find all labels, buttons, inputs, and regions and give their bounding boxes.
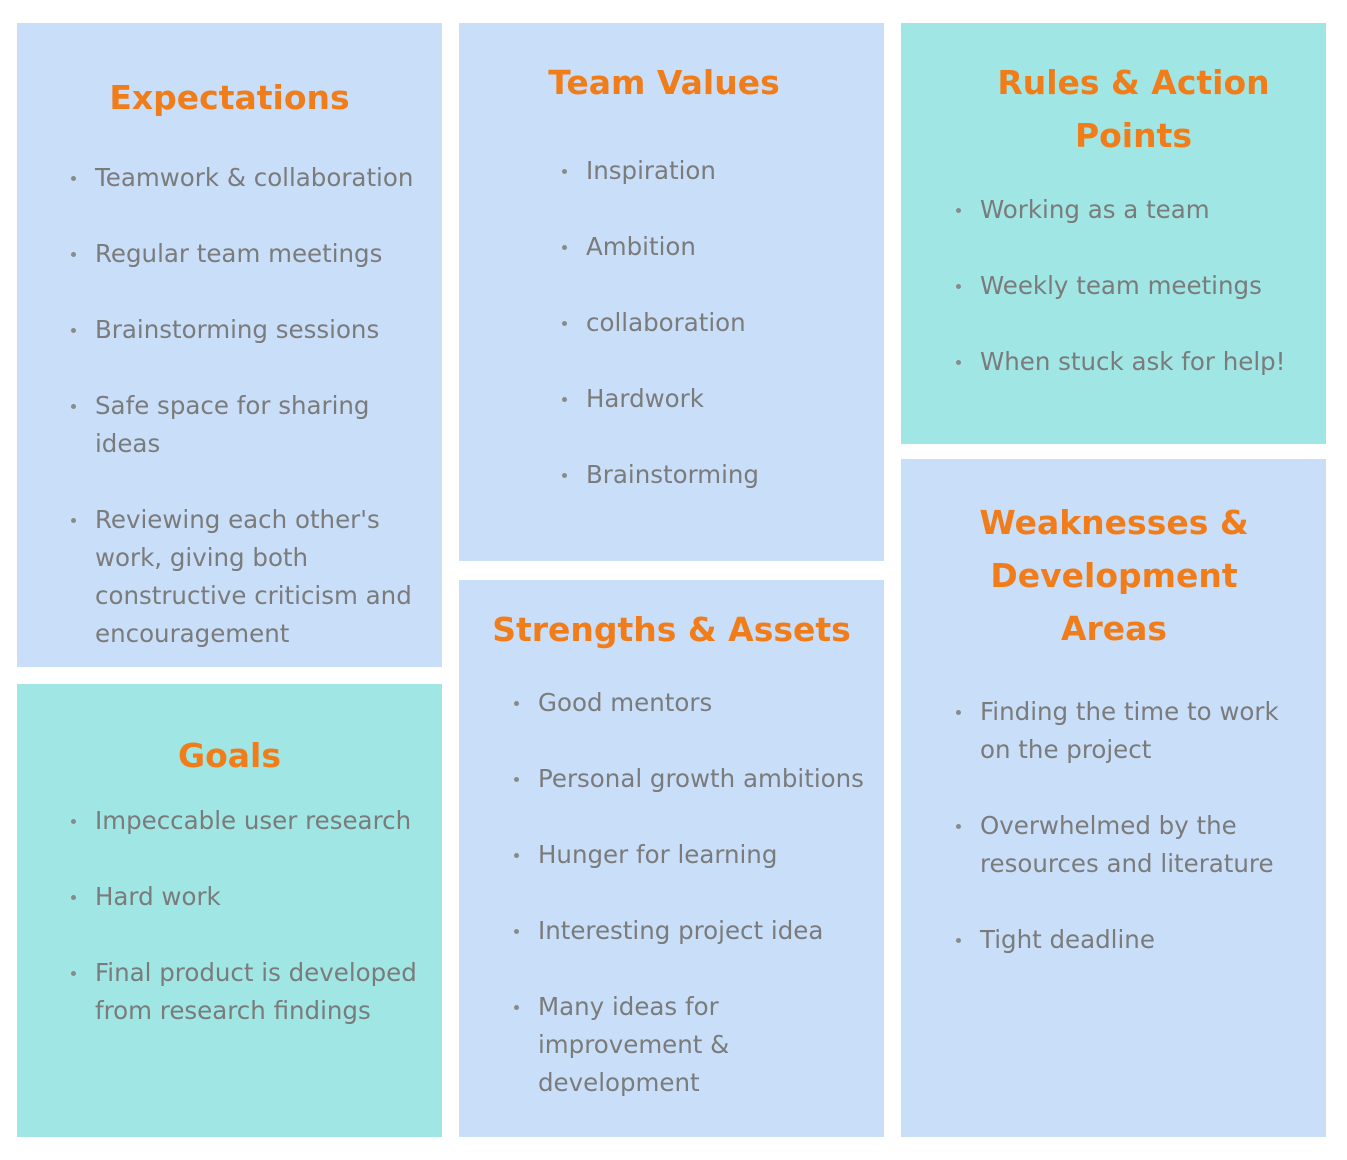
list-item: Hardwork — [562, 380, 866, 418]
list-item: Inspiration — [562, 152, 866, 190]
list-item-text: Hard work — [95, 882, 221, 911]
weaknesses-list: Finding the time to work on the project … — [956, 693, 1300, 997]
list-item-text: Overwhelmed by the resources and literat… — [980, 811, 1274, 878]
goals-title: Goals — [178, 736, 281, 775]
rules-title: Rules & Action Points — [997, 63, 1270, 155]
bullet-icon — [71, 328, 76, 333]
bullet-icon — [956, 710, 961, 715]
list-item-text: When stuck ask for help! — [980, 347, 1286, 376]
bullet-icon — [562, 169, 567, 174]
list-item-text: Working as a team — [980, 195, 1210, 224]
list-item-text: collaboration — [586, 308, 746, 337]
rules-card: Rules & Action Points Working as a team … — [901, 23, 1326, 444]
list-item: Overwhelmed by the resources and literat… — [956, 807, 1300, 883]
list-item: Final product is developed from research… — [71, 954, 435, 1030]
bullet-icon — [514, 929, 519, 934]
list-item: Safe space for sharing ideas — [71, 387, 430, 463]
list-item: Good mentors — [514, 684, 878, 722]
bullet-icon — [956, 208, 961, 213]
bullet-icon — [71, 895, 76, 900]
weaknesses-card: Weaknesses & Development Areas Finding t… — [901, 459, 1326, 1137]
bullet-icon — [71, 404, 76, 409]
list-item: collaboration — [562, 304, 866, 342]
list-item-text: Final product is developed from research… — [95, 958, 417, 1025]
goals-card: Goals Impeccable user research Hard work… — [17, 684, 442, 1137]
list-item: Brainstorming sessions — [71, 311, 430, 349]
bullet-icon — [514, 777, 519, 782]
expectations-title: Expectations — [109, 78, 350, 117]
list-item-text: Safe space for sharing ideas — [95, 391, 370, 458]
bullet-icon — [956, 284, 961, 289]
bullet-icon — [514, 853, 519, 858]
goals-list: Impeccable user research Hard work Final… — [71, 802, 435, 1068]
list-item-text: Tight deadline — [980, 925, 1155, 954]
list-item: Teamwork & collaboration — [71, 159, 430, 197]
bullet-icon — [562, 397, 567, 402]
list-item-text: Brainstorming — [586, 460, 759, 489]
list-item-text: Interesting project idea — [538, 916, 824, 945]
bullet-icon — [956, 824, 961, 829]
list-item-text: Ambition — [586, 232, 696, 261]
bullet-icon — [71, 518, 76, 523]
list-item-text: Inspiration — [586, 156, 716, 185]
list-item-text: Brainstorming sessions — [95, 315, 380, 344]
bullet-icon — [956, 938, 961, 943]
list-item: Interesting project idea — [514, 912, 878, 950]
weaknesses-title: Weaknesses & Development Areas — [979, 503, 1249, 648]
bullet-icon — [71, 176, 76, 181]
list-item-text: Impeccable user research — [95, 806, 412, 835]
list-item-text: Weekly team meetings — [980, 271, 1262, 300]
bullet-icon — [562, 245, 567, 250]
list-item: Impeccable user research — [71, 802, 435, 840]
rules-list: Working as a team Weekly team meetings W… — [956, 191, 1320, 419]
bullet-icon — [956, 360, 961, 365]
bullet-icon — [71, 971, 76, 976]
list-item-text: Teamwork & collaboration — [95, 163, 414, 192]
team-values-card: Team Values Inspiration Ambition collabo… — [459, 23, 884, 561]
expectations-card: Expectations Teamwork & collaboration Re… — [17, 23, 442, 667]
list-item: Working as a team — [956, 191, 1320, 229]
bullet-icon — [71, 819, 76, 824]
list-item-text: Regular team meetings — [95, 239, 383, 268]
team-values-list: Inspiration Ambition collaboration Hardw… — [562, 152, 866, 532]
list-item-text: Good mentors — [538, 688, 713, 717]
list-item: When stuck ask for help! — [956, 343, 1320, 381]
list-item: Tight deadline — [956, 921, 1300, 959]
strengths-title: Strengths & Assets — [492, 610, 851, 649]
list-item-text: Reviewing each other's work, giving both… — [95, 505, 412, 648]
list-item: Hunger for learning — [514, 836, 878, 874]
list-item: Reviewing each other's work, giving both… — [71, 501, 430, 653]
list-item-text: Hardwork — [586, 384, 704, 413]
expectations-list: Teamwork & collaboration Regular team me… — [71, 159, 430, 691]
bullet-icon — [514, 701, 519, 706]
strengths-card: Strengths & Assets Good mentors Personal… — [459, 580, 884, 1137]
bullet-icon — [562, 321, 567, 326]
bullet-icon — [562, 473, 567, 478]
strengths-list: Good mentors Personal growth ambitions H… — [514, 684, 878, 1140]
list-item: Weekly team meetings — [956, 267, 1320, 305]
list-item: Finding the time to work on the project — [956, 693, 1300, 769]
list-item: Regular team meetings — [71, 235, 430, 273]
list-item: Many ideas for improvement & development — [514, 988, 878, 1102]
bullet-icon — [71, 252, 76, 257]
list-item: Personal growth ambitions — [514, 760, 878, 798]
list-item: Brainstorming — [562, 456, 866, 494]
list-item-text: Personal growth ambitions — [538, 764, 864, 793]
list-item-text: Many ideas for improvement & development — [538, 992, 730, 1097]
team-values-title: Team Values — [548, 63, 780, 102]
bullet-icon — [514, 1005, 519, 1010]
list-item: Hard work — [71, 878, 435, 916]
list-item: Ambition — [562, 228, 866, 266]
list-item-text: Hunger for learning — [538, 840, 778, 869]
list-item-text: Finding the time to work on the project — [980, 697, 1279, 764]
